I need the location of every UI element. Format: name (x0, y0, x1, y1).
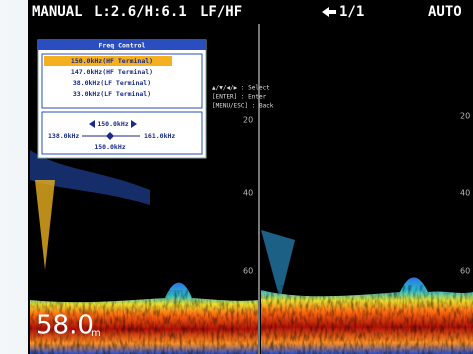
help-line: ▲/▼/◀/▶ : Select (212, 85, 270, 92)
slider-max: 161.0kHz (144, 132, 175, 140)
menu-item[interactable]: 150.0kHz(HF Terminal) (71, 57, 153, 65)
menu-item[interactable]: 33.0kHz(LF Terminal) (73, 90, 151, 98)
left-scale: 60 (243, 267, 253, 276)
range-mode: AUTO (428, 4, 462, 20)
depth-unit: m (91, 328, 101, 339)
depth-value: 58.0 (36, 311, 94, 341)
left-scale: 20 (243, 116, 253, 125)
slider-left-arrow[interactable] (89, 120, 95, 128)
right-scale: 20 (460, 112, 470, 121)
left-scale: 40 (243, 189, 253, 198)
right-scale: 40 (460, 189, 470, 198)
frequency: LF/HF (200, 4, 242, 20)
selection-highlight (44, 56, 172, 66)
left-echogram (30, 24, 258, 354)
menu-item[interactable]: 38.0kHz(LF Terminal) (73, 79, 151, 87)
right-scale: 60 (460, 267, 470, 276)
menu-item[interactable]: 147.0kHz(HF Terminal) (71, 68, 153, 76)
menu-title: Freq Control (99, 42, 146, 50)
slider-right-arrow[interactable] (131, 120, 137, 128)
page-arrow (322, 7, 336, 17)
slider-thumb[interactable] (106, 132, 114, 140)
help-line: [MENU/ESC] : Back (212, 103, 274, 110)
slider-min: 138.0kHz (48, 132, 79, 140)
slider-current: 150.0kHz (94, 143, 125, 151)
freq-menu: Freq Control 150.0kHz(HF Terminal) 147.0… (37, 39, 207, 159)
mode: MANUAL (32, 4, 83, 20)
right-echogram (261, 24, 473, 354)
gain: L:2.6/H:6.1 (94, 4, 187, 20)
slider-value: 150.0kHz (97, 120, 128, 128)
help-line: [ENTER] : Enter (212, 94, 267, 101)
page: 1/1 (339, 4, 364, 20)
